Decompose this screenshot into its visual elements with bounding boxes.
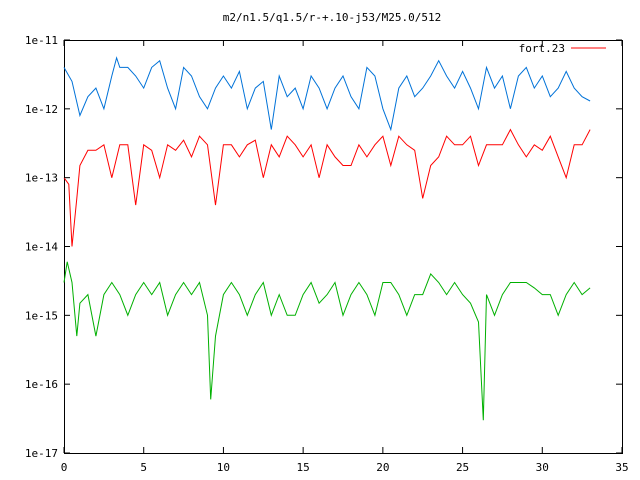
y-tick-label: 1e-11 xyxy=(25,34,58,47)
x-tick-label: 15 xyxy=(297,461,310,474)
x-tick-label: 5 xyxy=(140,461,147,474)
x-tick-label: 20 xyxy=(376,461,389,474)
chart-title: m2/n1.5/q1.5/r-+.10-j53/M25.0/512 xyxy=(223,11,442,24)
y-tick-label: 1e-17 xyxy=(25,447,58,460)
y-tick-label: 1e-13 xyxy=(25,172,58,185)
series-line-1 xyxy=(63,128,591,247)
y-tick-label: 1e-16 xyxy=(25,378,58,391)
y-tick-label: 1e-15 xyxy=(25,309,58,322)
x-tick-label: 35 xyxy=(615,461,628,474)
y-tick-label: 1e-12 xyxy=(25,103,58,116)
series-line-2 xyxy=(63,56,591,132)
x-tick-label: 0 xyxy=(61,461,68,474)
tick-layer: 0 5 10 15 20 25 30 35 1e-17 1e-16 1e-15 1e-14 1e-13 1… xyxy=(25,34,629,474)
y-tick-label: 1e-14 xyxy=(25,241,58,254)
legend: fort.23 xyxy=(519,42,606,55)
x-tick-label: 30 xyxy=(536,461,549,474)
legend-label: fort.23 xyxy=(519,42,565,55)
x-tick-label: 25 xyxy=(456,461,469,474)
series-line-3 xyxy=(63,261,591,421)
series-layer xyxy=(63,56,591,421)
x-tick-label: 10 xyxy=(217,461,230,474)
